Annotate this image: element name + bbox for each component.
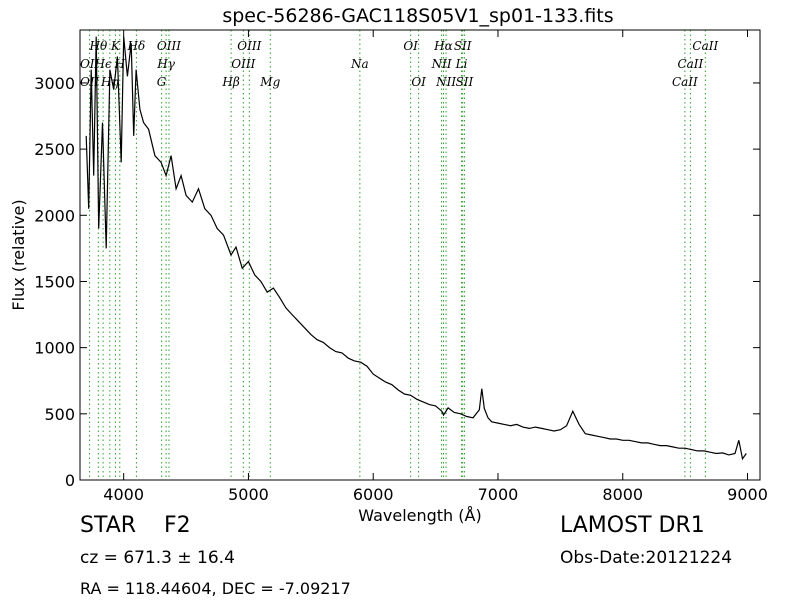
spectral-line-label: Hδ (127, 39, 146, 53)
y-tick-label: 1500 (34, 272, 75, 291)
y-tick-label: 3000 (34, 74, 75, 93)
spectral-line-label: CaII (672, 75, 698, 89)
x-tick-label: 6000 (353, 485, 394, 504)
x-tick-label: 9000 (727, 485, 768, 504)
y-tick-label: 0 (65, 471, 75, 490)
spectral-line-label: Hθ (88, 39, 107, 53)
y-tick-label: 1000 (34, 339, 75, 358)
spectral-line-label: Hγ (156, 57, 175, 71)
plot-frame (79, 29, 761, 481)
spectral-line-label: NII (435, 75, 456, 89)
y-tick-label: 2000 (34, 206, 75, 225)
spectral-line-label: OIII (231, 57, 255, 71)
y-tick-label: 500 (44, 405, 75, 424)
spectral-line-label: Hϵ (93, 57, 111, 71)
spectral-line-label: G (157, 75, 167, 89)
spectral-line-label: Hα (433, 39, 453, 53)
x-tick-label: 5000 (228, 485, 269, 504)
observation-date: Obs-Date:20121224 (560, 548, 733, 568)
object-class: STAR F2 (80, 513, 191, 538)
spectral-line-label: CaII (692, 39, 718, 53)
spectrum-line (85, 36, 747, 461)
chart-title: spec-56286-GAC118S05V1_sp01-133.fits (222, 5, 613, 27)
spectral-line-label: CaII (677, 57, 703, 71)
coordinates-text: RA = 118.44604, DEC = -7.09217 (80, 579, 351, 598)
y-axis-label: Flux (relative) (9, 199, 28, 310)
spectral-line-label: Li (455, 57, 468, 71)
x-axis-label: Wavelength (Å) (358, 506, 481, 525)
spectral-line-label: OIII (157, 39, 181, 53)
y-tick-label: 2500 (34, 140, 75, 159)
spectral-line-markers (89, 30, 706, 480)
spectral-line-label: Mg (259, 75, 280, 89)
redshift-text: cz = 671.3 ± 16.4 (80, 548, 235, 568)
spectral-line-label: OII (80, 75, 100, 89)
axis-ticks: 4000 5000 6000 7000 8000 9000 0 500 1000 1500 2000… (34, 30, 768, 504)
spectral-line-label: SII (456, 75, 474, 89)
spectral-line-label: OI (403, 39, 418, 53)
object-subclass: F2 (164, 513, 191, 538)
spectral-line-label: SII (454, 39, 472, 53)
spectral-line-label: OI (411, 75, 426, 89)
spectral-line-label: OIII (237, 39, 261, 53)
x-tick-label: 4000 (103, 485, 144, 504)
x-tick-label: 7000 (478, 485, 519, 504)
spectral-line-label: Hβ (221, 75, 239, 89)
spectral-line-label: NII (431, 57, 452, 71)
object-class-label: STAR (80, 513, 137, 538)
x-tick-label: 8000 (602, 485, 643, 504)
spectral-line-label: OII (80, 57, 100, 71)
survey-name: LAMOST DR1 (560, 513, 705, 538)
spectral-line-label: Na (350, 57, 369, 71)
spectral-line-label: K (110, 39, 121, 53)
